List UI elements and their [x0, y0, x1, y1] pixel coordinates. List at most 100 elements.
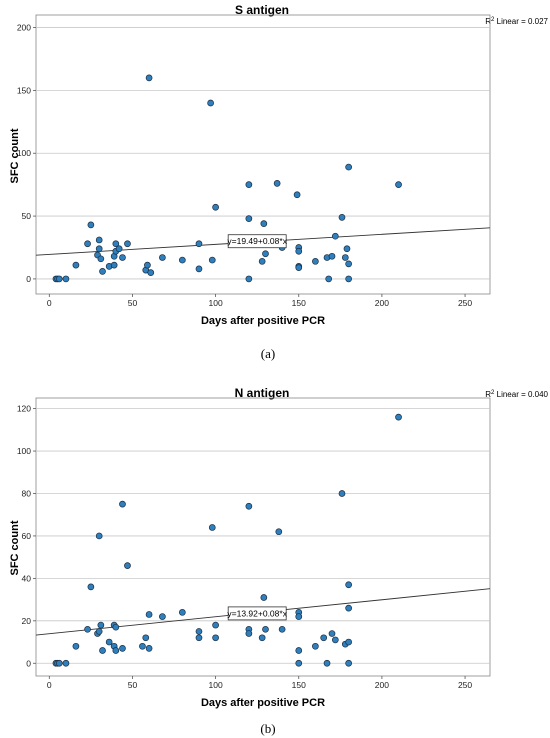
y-tick-label: 120 — [17, 404, 31, 414]
data-point — [99, 647, 106, 654]
data-point — [328, 630, 336, 637]
data-point — [159, 254, 166, 261]
x-tick-label: 100 — [209, 680, 223, 690]
data-point — [345, 163, 352, 171]
data-point — [145, 611, 153, 618]
data-point — [338, 213, 346, 221]
data-point — [245, 275, 253, 283]
data-point — [275, 528, 283, 536]
plot-area — [35, 14, 491, 295]
r2-label: R2 Linear = 0.040 — [485, 390, 548, 399]
panel-label: (a) — [261, 346, 275, 361]
data-point — [139, 642, 146, 650]
data-point — [323, 659, 331, 667]
data-point — [62, 275, 70, 283]
fit-equation: y=13.92+0.08*x — [227, 608, 287, 618]
y-tick-label: 100 — [17, 446, 31, 456]
data-point — [84, 625, 91, 633]
data-point — [95, 236, 103, 244]
data-point — [278, 625, 286, 633]
data-point — [119, 645, 126, 652]
data-point — [343, 245, 351, 253]
data-point — [178, 256, 186, 264]
data-point — [145, 74, 153, 82]
data-point — [212, 634, 219, 642]
chart-s-antigen: S antigen R2 Linear = 0.027 0 50 100 150 200… — [9, 3, 549, 361]
data-point — [345, 275, 352, 283]
data-point — [112, 623, 120, 631]
x-tick-label: 0 — [47, 298, 52, 308]
data-point — [99, 268, 106, 275]
data-point — [341, 254, 349, 261]
data-point — [87, 583, 95, 591]
y-tick-label: 0 — [26, 274, 31, 284]
x-axis-label: Days after positive PCR — [201, 315, 325, 327]
data-point — [312, 257, 319, 265]
data-point — [119, 254, 126, 261]
data-point — [328, 252, 336, 260]
data-point — [147, 269, 155, 276]
x-tick-label: 200 — [375, 680, 389, 690]
data-point — [345, 604, 352, 612]
data-point — [345, 260, 352, 268]
data-point — [338, 490, 346, 497]
data-point — [84, 240, 91, 248]
data-point — [331, 636, 339, 644]
x-tick-label: 0 — [47, 680, 52, 690]
data-point — [245, 502, 253, 510]
data-point — [178, 608, 186, 616]
data-point — [55, 659, 63, 667]
data-point — [345, 638, 352, 646]
x-tick-label: 250 — [458, 680, 472, 690]
data-point — [260, 220, 268, 227]
x-tick-label: 150 — [292, 298, 306, 308]
y-ticks: 0 50 100 150 200 — [17, 23, 36, 284]
data-point — [258, 257, 266, 265]
data-point — [144, 261, 151, 269]
data-points — [52, 413, 402, 667]
y-axis-label: SFC count — [9, 128, 21, 183]
data-point — [97, 255, 105, 263]
data-point — [124, 562, 131, 569]
data-point — [55, 275, 63, 283]
data-point — [195, 634, 203, 642]
data-point — [212, 621, 219, 629]
data-point — [320, 634, 328, 642]
chart-n-antigen: N antigen R2 Linear = 0.040 0 20 40 60 80 100… — [9, 386, 549, 736]
x-ticks: 0 50 100 150 200 250 — [47, 294, 472, 308]
data-point — [258, 634, 266, 642]
data-point — [72, 642, 80, 650]
data-point — [87, 221, 95, 229]
x-ticks: 0 50 100 150 200 250 — [47, 676, 472, 690]
grid-lines — [36, 408, 490, 664]
data-point — [207, 99, 214, 107]
r2-label: R2 Linear = 0.027 — [485, 17, 548, 26]
data-point — [245, 630, 253, 637]
y-ticks: 0 20 40 60 80 100 120 — [17, 404, 36, 668]
y-tick-label: 150 — [17, 85, 31, 95]
data-point — [124, 240, 131, 248]
y-tick-label: 40 — [22, 573, 32, 583]
y-tick-label: 0 — [26, 658, 31, 668]
data-point — [295, 613, 303, 620]
grid-lines — [36, 27, 490, 280]
data-point — [212, 203, 219, 211]
data-point — [110, 261, 118, 269]
data-point — [395, 181, 402, 189]
data-point — [195, 628, 203, 635]
data-point — [331, 232, 339, 240]
y-tick-label: 80 — [22, 488, 32, 498]
data-point — [97, 621, 105, 629]
data-point — [159, 613, 166, 620]
data-point — [395, 413, 402, 421]
fit-equation: y=19.49+0.08*x — [227, 236, 287, 246]
data-point — [72, 261, 80, 269]
data-point — [345, 581, 352, 589]
data-point — [115, 245, 123, 253]
data-point — [295, 264, 303, 271]
data-point — [325, 275, 333, 283]
chart-title: S antigen — [235, 3, 289, 17]
x-tick-label: 150 — [292, 680, 306, 690]
data-point — [62, 659, 70, 667]
